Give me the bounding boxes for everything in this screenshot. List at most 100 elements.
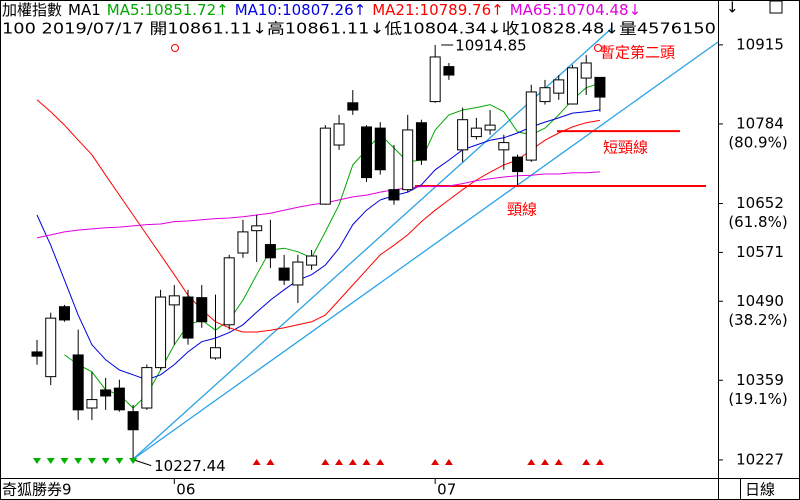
buy-signal: [266, 459, 275, 465]
candle-body: [512, 156, 524, 173]
x-tick-label: 07: [437, 481, 456, 499]
buy-signal: [582, 459, 591, 465]
sell-signal: [129, 458, 138, 464]
period-label: 日線: [745, 481, 775, 499]
candle-body: [333, 123, 345, 146]
ratio-label: (61.8%): [728, 213, 787, 231]
y-tick-label: 10784: [736, 114, 784, 132]
candle-body: [155, 296, 167, 369]
corner-box[interactable]: [769, 0, 783, 14]
buy-signal: [554, 459, 563, 465]
header-item: MA21:10789.76↑: [372, 1, 503, 19]
header-item: MA5:10851.72↑: [107, 1, 229, 19]
y-tick-label: 10915: [736, 35, 784, 53]
corner-arrow: ↓: [726, 0, 739, 17]
candle-body: [251, 225, 263, 232]
annotation: 暫定第二頭: [600, 44, 675, 62]
header-item: MA65:10704.48↓: [510, 1, 641, 19]
candle-body: [553, 79, 565, 94]
candle-body: [72, 354, 84, 411]
high-label: 10914.85: [455, 36, 527, 54]
candle-body: [443, 66, 455, 76]
buy-signal: [252, 459, 261, 465]
candle-body: [566, 67, 578, 105]
candle-body: [223, 257, 235, 326]
sell-signal: [74, 458, 83, 464]
candle-body: [306, 255, 318, 266]
candle-body: [470, 127, 482, 138]
ma-line: [64, 82, 601, 409]
candle-body: [141, 367, 153, 409]
candle-body: [113, 387, 125, 411]
header-item: MA10:10807.26↑: [235, 1, 366, 19]
buy-signal: [376, 459, 385, 465]
y-tick-label: 10571: [736, 243, 784, 261]
header-line-2: 100 2019/07/17 開10861.11↓高10861.11↓低1080…: [2, 20, 716, 38]
buy-signal: [321, 459, 330, 465]
candle-body: [45, 317, 57, 378]
sell-signal: [33, 458, 41, 464]
candle-body: [31, 351, 43, 357]
candle-body: [168, 295, 180, 306]
x-tick-label: 06: [176, 481, 195, 499]
candle-body: [580, 62, 592, 79]
candle-body: [388, 189, 400, 201]
candle-body: [278, 267, 290, 281]
candle-body: [264, 244, 276, 259]
candle-body: [361, 126, 373, 179]
candle-body: [196, 297, 208, 323]
ma-line: [36, 99, 600, 333]
sell-signal: [101, 458, 110, 464]
signal-circle: [171, 44, 179, 52]
candle-body: [374, 127, 386, 171]
sell-signal: [87, 458, 96, 464]
buy-signal: [362, 459, 371, 465]
candle-body: [347, 102, 359, 111]
buy-signal: [348, 459, 357, 465]
candle-body: [319, 127, 331, 205]
candle-body: [209, 347, 221, 359]
candle-body: [415, 122, 427, 161]
candle-body: [86, 399, 98, 409]
neckline-label: 短頸線: [603, 139, 648, 157]
ma-line: [36, 171, 600, 239]
low-label: 10227.44: [154, 457, 226, 475]
sell-signal: [60, 458, 69, 464]
buy-signal: [444, 459, 453, 465]
sell-signal: [115, 458, 124, 464]
neckline-label: 頸線: [507, 201, 537, 219]
candle-body: [292, 261, 304, 286]
y-tick-label: 10227: [736, 450, 784, 468]
candle-body: [525, 91, 537, 161]
buy-signal: [335, 459, 344, 465]
candle-body: [457, 119, 469, 151]
y-tick-label: 10652: [736, 194, 784, 212]
buy-signal: [595, 459, 604, 465]
header-item: 加權指數: [2, 1, 62, 19]
callout: [132, 459, 152, 467]
candle-body: [127, 411, 139, 431]
ratio-label: (80.9%): [728, 133, 787, 151]
candle-body: [182, 296, 194, 339]
ratio-label: (19.1%): [728, 390, 787, 408]
buy-signal: [431, 459, 440, 465]
candle-body: [237, 231, 249, 254]
candle-body: [498, 142, 510, 151]
ma-line: [36, 109, 600, 381]
trend-line: [131, 41, 719, 461]
buy-signal: [527, 459, 536, 465]
header-line-1: 加權指數 MA1 MA5:10851.72↑ MA10:10807.26↑ MA21:1…: [2, 1, 641, 19]
y-tick-label: 10359: [736, 371, 784, 389]
candle-body: [594, 76, 606, 98]
candle-body: [58, 306, 70, 321]
sell-signal: [46, 458, 55, 464]
candle-body: [402, 129, 414, 191]
ratio-label: (38.2%): [728, 311, 787, 329]
candle-body: [484, 124, 496, 131]
candle-body: [539, 87, 551, 103]
candle-body: [429, 56, 441, 103]
header-item: MA1: [68, 1, 101, 19]
